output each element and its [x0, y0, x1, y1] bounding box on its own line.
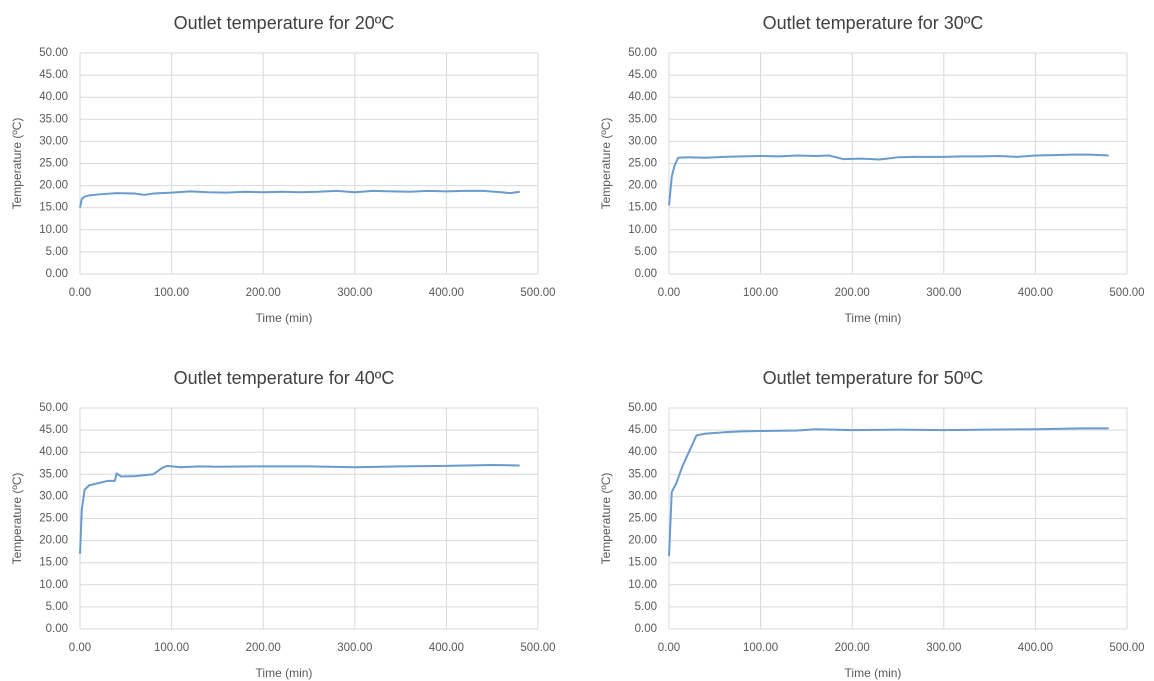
y-tick-label: 50.00 [628, 47, 657, 59]
x-tick-label: 400.00 [1018, 642, 1053, 654]
y-tick-label: 45.00 [628, 424, 657, 436]
x-axis-title: Time (min) [256, 666, 313, 680]
x-tick-label: 100.00 [743, 287, 778, 299]
chart: Outlet temperature for 40ºC 0.00 5.00 10.00… [10, 368, 555, 680]
y-tick-label: 25.00 [39, 158, 68, 170]
y-axis-title: Temperature (ºC) [10, 118, 24, 210]
y-tick-label: 0.00 [46, 623, 68, 635]
y-tick-label: 15.00 [39, 557, 68, 569]
x-tick-label: 200.00 [246, 642, 281, 654]
y-tick-label: 20.00 [39, 535, 68, 547]
chart-title: Outlet temperature for 50ºC [763, 368, 984, 388]
x-tick-label: 100.00 [743, 642, 778, 654]
y-tick-label: 25.00 [628, 513, 657, 525]
y-tick-label: 45.00 [628, 69, 657, 81]
x-tick-label: 0.00 [658, 642, 680, 654]
y-axis-title: Temperature (ºC) [599, 473, 613, 565]
x-tick-label: 0.00 [658, 287, 680, 299]
y-tick-label: 25.00 [628, 158, 657, 170]
x-tick-label: 200.00 [835, 287, 870, 299]
x-tick-label: 500.00 [520, 287, 555, 299]
y-axis-title: Temperature (ºC) [10, 473, 24, 565]
data-line [79, 464, 520, 554]
y-tick-label: 10.00 [39, 579, 68, 591]
x-tick-label: 0.00 [69, 287, 91, 299]
y-tick-label: 10.00 [628, 579, 657, 591]
y-tick-label: 20.00 [628, 535, 657, 547]
x-tick-label: 500.00 [1109, 642, 1144, 654]
chart-title: Outlet temperature for 20ºC [174, 13, 395, 33]
y-tick-label: 30.00 [39, 135, 68, 147]
y-tick-label: 35.00 [39, 468, 68, 480]
x-tick-label: 100.00 [154, 287, 189, 299]
data-line [79, 189, 520, 208]
y-axis-title: Temperature (ºC) [599, 118, 613, 210]
y-tick-label: 10.00 [628, 224, 657, 236]
x-tick-label: 300.00 [337, 287, 372, 299]
x-tick-label: 400.00 [1018, 287, 1053, 299]
y-tick-label: 5.00 [635, 246, 657, 258]
y-tick-label: 10.00 [39, 224, 68, 236]
x-axis-title: Time (min) [845, 311, 902, 325]
x-tick-label: 300.00 [337, 642, 372, 654]
x-tick-label: 400.00 [429, 287, 464, 299]
y-tick-label: 20.00 [628, 180, 657, 192]
x-axis-title: Time (min) [256, 311, 313, 325]
data-line [668, 427, 1109, 557]
y-tick-label: 50.00 [39, 402, 68, 414]
y-tick-label: 0.00 [635, 623, 657, 635]
y-tick-label: 40.00 [39, 446, 68, 458]
y-tick-label: 0.00 [46, 268, 68, 280]
y-tick-label: 40.00 [628, 446, 657, 458]
y-tick-label: 5.00 [46, 246, 68, 258]
y-tick-label: 40.00 [628, 91, 657, 103]
x-tick-label: 300.00 [926, 642, 961, 654]
y-tick-label: 15.00 [39, 202, 68, 214]
y-tick-label: 30.00 [628, 490, 657, 502]
y-tick-label: 5.00 [635, 601, 657, 613]
chart: Outlet temperature for 50ºC 0.00 5.00 10.00… [599, 368, 1144, 680]
chart-title: Outlet temperature for 40ºC [174, 368, 395, 388]
data-line [668, 153, 1109, 206]
x-axis-title: Time (min) [845, 666, 902, 680]
y-tick-label: 40.00 [39, 91, 68, 103]
chart: Outlet temperature for 20ºC 0.00 5.00 10.00… [10, 13, 555, 325]
x-tick-label: 100.00 [154, 642, 189, 654]
chart-title: Outlet temperature for 30ºC [763, 13, 984, 33]
x-tick-label: 200.00 [246, 287, 281, 299]
y-tick-label: 5.00 [46, 601, 68, 613]
x-tick-label: 0.00 [69, 642, 91, 654]
y-tick-label: 25.00 [39, 513, 68, 525]
y-tick-label: 50.00 [39, 47, 68, 59]
y-tick-label: 35.00 [628, 113, 657, 125]
y-tick-label: 30.00 [628, 135, 657, 147]
y-tick-label: 50.00 [628, 402, 657, 414]
y-tick-label: 30.00 [39, 490, 68, 502]
x-tick-label: 200.00 [835, 642, 870, 654]
y-tick-label: 15.00 [628, 202, 657, 214]
x-tick-label: 500.00 [1109, 287, 1144, 299]
x-tick-label: 400.00 [429, 642, 464, 654]
y-tick-label: 45.00 [39, 69, 68, 81]
x-tick-label: 500.00 [520, 642, 555, 654]
y-tick-label: 35.00 [39, 113, 68, 125]
y-tick-label: 0.00 [635, 268, 657, 280]
y-tick-label: 15.00 [628, 557, 657, 569]
y-tick-label: 45.00 [39, 424, 68, 436]
x-tick-label: 300.00 [926, 287, 961, 299]
chart: Outlet temperature for 30ºC 0.00 5.00 10.00… [599, 13, 1144, 325]
y-tick-label: 35.00 [628, 468, 657, 480]
y-tick-label: 20.00 [39, 180, 68, 192]
